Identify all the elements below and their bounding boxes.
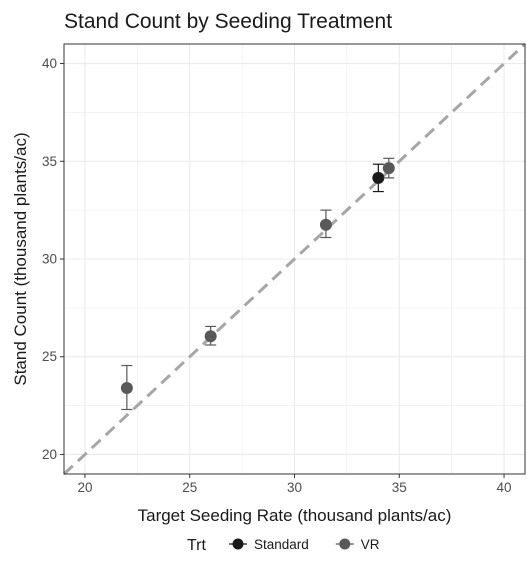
y-tick-label: 40 [42, 56, 57, 71]
data-point [120, 382, 133, 394]
legend-key-point [339, 538, 351, 550]
x-tick-label: 40 [497, 480, 512, 495]
data-point [372, 171, 385, 184]
y-tick-label: 25 [42, 349, 57, 364]
chart-title: Stand Count by Seeding Treatment [64, 10, 392, 33]
legend-key [335, 538, 354, 550]
x-axis-ticks: 20 25 30 35 40 [77, 474, 512, 495]
x-axis-title: Target Seeding Rate (thousand plants/ac) [138, 506, 452, 525]
legend-title: Trt [187, 537, 207, 554]
data-point [204, 330, 217, 343]
legend-label: Standard [254, 537, 309, 552]
y-axis-title: Stand Count (thousand plants/ac) [11, 132, 30, 385]
data-point-group [319, 209, 332, 239]
x-tick-label: 20 [77, 480, 92, 495]
reference-line [62, 42, 527, 476]
y-tick-label: 20 [42, 447, 57, 462]
data-point-group [120, 364, 133, 411]
y-axis-ticks: 20 25 30 35 40 [42, 56, 64, 462]
y-tick-label: 30 [42, 252, 57, 267]
x-tick-label: 25 [182, 480, 197, 495]
data-point [382, 162, 395, 175]
data-point-group [372, 163, 385, 193]
legend-key-point [232, 538, 244, 550]
legend-label: VR [361, 537, 380, 552]
y-tick-label: 35 [42, 154, 57, 169]
data-point [319, 218, 332, 231]
reference-line-layer [62, 42, 527, 476]
data-point-group [382, 157, 395, 179]
x-tick-label: 35 [392, 480, 407, 495]
legend-key [229, 538, 247, 550]
data-point-group [204, 325, 217, 346]
x-tick-label: 30 [287, 480, 302, 495]
legend: Trt Standard VR [187, 537, 380, 554]
points-layer [120, 157, 395, 411]
